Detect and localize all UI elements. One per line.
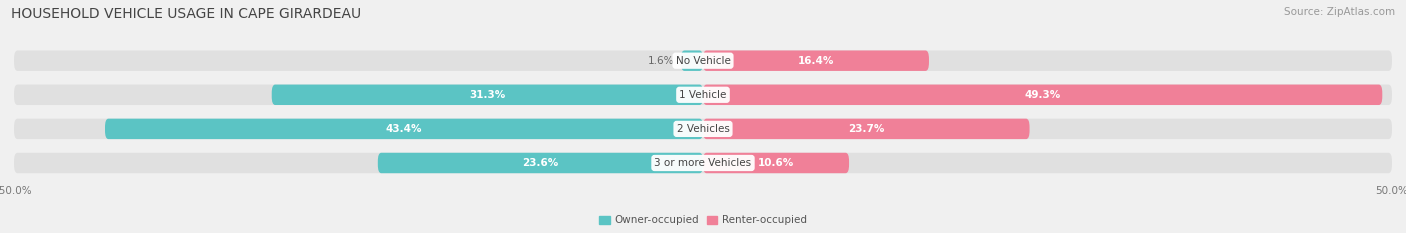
FancyBboxPatch shape — [14, 51, 1392, 71]
Text: HOUSEHOLD VEHICLE USAGE IN CAPE GIRARDEAU: HOUSEHOLD VEHICLE USAGE IN CAPE GIRARDEA… — [11, 7, 361, 21]
Text: 10.6%: 10.6% — [758, 158, 794, 168]
Text: 31.3%: 31.3% — [470, 90, 506, 100]
FancyBboxPatch shape — [703, 85, 1382, 105]
FancyBboxPatch shape — [681, 51, 703, 71]
FancyBboxPatch shape — [14, 119, 1392, 139]
Text: 3 or more Vehicles: 3 or more Vehicles — [654, 158, 752, 168]
FancyBboxPatch shape — [378, 153, 703, 173]
Text: 1.6%: 1.6% — [648, 56, 673, 66]
Text: 49.3%: 49.3% — [1025, 90, 1060, 100]
Text: 43.4%: 43.4% — [385, 124, 422, 134]
FancyBboxPatch shape — [703, 153, 849, 173]
Text: 23.6%: 23.6% — [522, 158, 558, 168]
FancyBboxPatch shape — [14, 85, 1392, 105]
Text: 23.7%: 23.7% — [848, 124, 884, 134]
FancyBboxPatch shape — [14, 153, 1392, 173]
Text: 1 Vehicle: 1 Vehicle — [679, 90, 727, 100]
Text: Source: ZipAtlas.com: Source: ZipAtlas.com — [1284, 7, 1395, 17]
FancyBboxPatch shape — [271, 85, 703, 105]
Text: 16.4%: 16.4% — [797, 56, 834, 66]
Text: 2 Vehicles: 2 Vehicles — [676, 124, 730, 134]
FancyBboxPatch shape — [105, 119, 703, 139]
FancyBboxPatch shape — [703, 119, 1029, 139]
Legend: Owner-occupied, Renter-occupied: Owner-occupied, Renter-occupied — [595, 211, 811, 230]
Text: No Vehicle: No Vehicle — [675, 56, 731, 66]
FancyBboxPatch shape — [703, 51, 929, 71]
